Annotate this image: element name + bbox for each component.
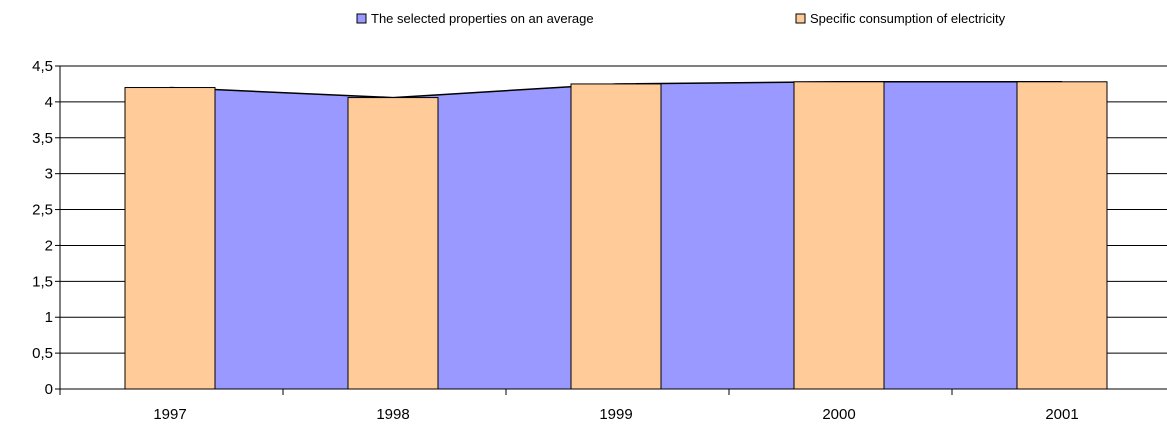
x-tick-label-1999: 1999 bbox=[599, 406, 632, 423]
legend-swatch-specific-consumption bbox=[795, 13, 806, 24]
legend-label-selected-properties: The selected properties on an average bbox=[371, 11, 594, 26]
y-tick-label: 1 bbox=[45, 309, 53, 326]
legend-label-specific-consumption: Specific consumption of electricity bbox=[810, 11, 1006, 26]
bar-2000 bbox=[793, 81, 885, 390]
x-tick-label-2001: 2001 bbox=[1045, 406, 1078, 423]
bar-1997 bbox=[124, 87, 216, 390]
bar-1998 bbox=[347, 97, 439, 390]
legend-swatch-selected-properties bbox=[356, 13, 367, 24]
y-tick-label: 0 bbox=[45, 381, 53, 398]
bar-2001 bbox=[1016, 81, 1108, 390]
y-tick-label: 4,5 bbox=[32, 58, 53, 75]
y-tick-label: 2,5 bbox=[32, 202, 53, 219]
legend: The selected properties on an average Sp… bbox=[356, 11, 1006, 26]
y-tick-label: 0,5 bbox=[32, 345, 53, 362]
y-tick-label: 1,5 bbox=[32, 273, 53, 290]
y-tick-label: 2 bbox=[45, 237, 53, 254]
x-tick-label-1997: 1997 bbox=[153, 406, 186, 423]
x-tick-label-2000: 2000 bbox=[822, 406, 855, 423]
x-tick-label-1998: 1998 bbox=[376, 406, 409, 423]
y-tick-label: 4 bbox=[45, 94, 53, 111]
axis-layer: 0 0,5 1 1,5 2 2,5 3 3,5 4 4,5 1997 1998 1999 2000 2001 bbox=[32, 58, 1167, 423]
y-tick-label: 3 bbox=[45, 166, 53, 183]
bar-1999 bbox=[570, 83, 662, 390]
bar-layer bbox=[124, 81, 1108, 390]
y-tick-label: 3,5 bbox=[32, 130, 53, 147]
